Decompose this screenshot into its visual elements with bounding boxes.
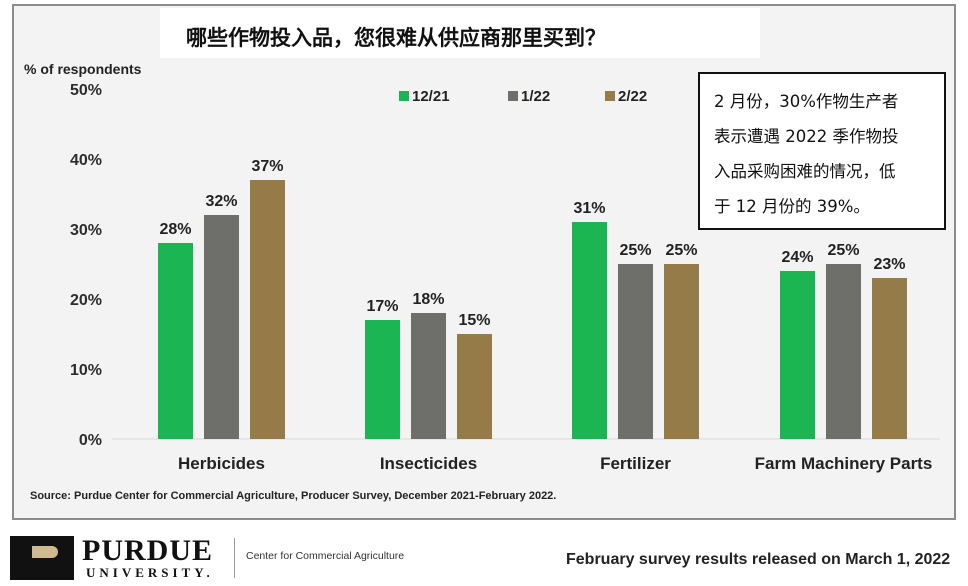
legend-swatch xyxy=(508,91,518,101)
data-label: 23% xyxy=(873,256,905,273)
legend-label: 2/22 xyxy=(618,88,647,105)
annotation-line: 表示遭遇 2022 季作物投 xyxy=(714,127,899,146)
data-label: 17% xyxy=(366,298,398,315)
y-tick-label: 50% xyxy=(70,82,102,99)
y-tick-label: 30% xyxy=(70,222,102,239)
legend-item: 12/21 xyxy=(399,88,450,105)
y-tick-label: 40% xyxy=(70,152,102,169)
y-tick-label: 0% xyxy=(79,432,102,449)
annotation-line: 于 12 月份的 39%。 xyxy=(714,197,870,216)
legend-swatch xyxy=(399,91,409,101)
logo-subtitle: UNIVERSITY. xyxy=(86,565,214,580)
annotation-line: 入品采购困难的情况，低 xyxy=(714,162,896,181)
bar xyxy=(365,320,400,439)
center-name: Center for Commercial Agriculture xyxy=(246,550,405,562)
legend-item: 1/22 xyxy=(508,88,550,105)
data-labels: 28% 32% 37% 17% 18% 15% 31% 25% 25% 24% 25% 23% xyxy=(159,158,905,329)
category-label: Fertilizer xyxy=(600,454,671,473)
data-label: 25% xyxy=(827,242,859,259)
source-note: Source: Purdue Center for Commercial Agr… xyxy=(30,490,557,502)
bar xyxy=(664,264,699,439)
data-label: 15% xyxy=(458,312,490,329)
annotation-line: 2 月份，30%作物生产者 xyxy=(714,92,899,111)
logo-wordmark: PURDUE xyxy=(82,534,213,567)
category-label: Herbicides xyxy=(178,454,265,473)
bar xyxy=(618,264,653,439)
category-label: Farm Machinery Parts xyxy=(755,454,933,473)
purdue-p-logo-icon xyxy=(10,536,74,580)
y-tick-label: 20% xyxy=(70,292,102,309)
data-label: 24% xyxy=(781,249,813,266)
legend-label: 12/21 xyxy=(412,88,450,105)
legend-label: 1/22 xyxy=(521,88,550,105)
y-tick-label: 10% xyxy=(70,362,102,379)
data-label: 32% xyxy=(205,193,237,210)
data-label: 31% xyxy=(573,200,605,217)
y-axis-label: % of respondents xyxy=(24,61,142,77)
bar xyxy=(158,243,193,439)
bar xyxy=(872,278,907,439)
category-label: Insecticides xyxy=(380,454,477,473)
bar xyxy=(250,180,285,439)
data-label: 37% xyxy=(251,158,283,175)
bar xyxy=(572,222,607,439)
bars-group xyxy=(158,180,907,439)
legend: 12/21 1/22 2/22 xyxy=(399,88,647,105)
legend-swatch xyxy=(605,91,615,101)
chart-title: 哪些作物投入品，您很难从供应商那里买到？ xyxy=(186,26,606,50)
footer-divider xyxy=(234,538,235,578)
data-label: 25% xyxy=(619,242,651,259)
title-background xyxy=(160,8,760,58)
legend-item: 2/22 xyxy=(605,88,647,105)
release-note: February survey results released on Marc… xyxy=(566,551,951,568)
bar xyxy=(826,264,861,439)
data-label: 25% xyxy=(665,242,697,259)
category-labels: Herbicides Insecticides Fertilizer Farm Mac… xyxy=(178,454,932,473)
bar xyxy=(457,334,492,439)
data-label: 18% xyxy=(412,291,444,308)
bar xyxy=(411,313,446,439)
bar xyxy=(780,271,815,439)
annotation-box: 2 月份，30%作物生产者 表示遭遇 2022 季作物投 入品采购困难的情况，低… xyxy=(698,72,946,230)
bar xyxy=(204,215,239,439)
data-label: 28% xyxy=(159,221,191,238)
